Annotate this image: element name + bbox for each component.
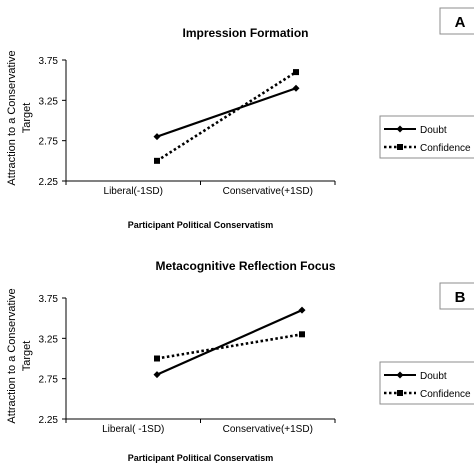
legend-marker-doubt [396, 125, 404, 133]
data-point-confidence [154, 157, 160, 164]
y-tick-label: 2.75 [39, 137, 59, 148]
y-tick-label: 2.25 [39, 177, 59, 188]
legend-marker-confidence [397, 390, 403, 396]
data-point-doubt [153, 133, 161, 141]
data-point-confidence [293, 69, 299, 76]
panel-letter-box [439, 282, 474, 310]
legend-label-doubt: Doubt [420, 125, 447, 136]
series-line-doubt [156, 87, 297, 138]
y-axis-label: Attraction to a Conservative [6, 288, 18, 423]
legend-label-doubt: Doubt [420, 371, 447, 382]
series-line-doubt [156, 309, 303, 376]
legend-box [379, 115, 474, 159]
y-axis-label: Target [21, 103, 33, 134]
panel-letter-box [439, 7, 474, 35]
legend-box [379, 361, 474, 405]
panel-letter: B [455, 289, 466, 306]
y-tick-label: 3.75 [39, 294, 59, 305]
panel-letter: A [455, 14, 466, 31]
legend-label-confidence: Confidence [420, 143, 471, 154]
x-axis-label: Participant Political Conservatism [128, 220, 274, 230]
y-tick-label: 3.25 [39, 334, 59, 345]
chart-title: Metacognitive Reflection Focus [155, 259, 335, 273]
y-tick-label: 2.25 [39, 415, 59, 426]
legend-marker-confidence [397, 144, 403, 150]
series-line-confidence [156, 71, 297, 162]
chart-panel-a: Impression Formation A Attraction to a Con… [6, 7, 474, 230]
y-tick-label: 2.75 [39, 375, 59, 386]
data-point-doubt [292, 84, 300, 92]
legend-label-confidence: Confidence [420, 389, 471, 400]
x-tick-label: Conservative(+1SD) [223, 424, 313, 435]
data-point-confidence [154, 355, 160, 362]
x-tick-label: Liberal( -1SD) [102, 424, 164, 435]
x-tick-label: Liberal(-1SD) [104, 186, 163, 197]
data-point-doubt [153, 371, 161, 379]
series-line-confidence [156, 333, 303, 360]
y-tick-label: 3.75 [39, 56, 59, 67]
data-point-doubt [298, 306, 306, 314]
y-axis-label: Target [21, 341, 33, 372]
y-tick-label: 3.25 [39, 96, 59, 107]
x-tick-label: Conservative(+1SD) [223, 186, 313, 197]
x-axis-label: Participant Political Conservatism [128, 453, 274, 463]
y-axis-label: Attraction to a Conservative [6, 50, 18, 185]
chart-panel-b: Metacognitive Reflection Focus B Attractio… [6, 259, 474, 463]
legend-marker-doubt [396, 371, 404, 379]
data-point-confidence [299, 331, 305, 338]
chart-title: Impression Formation [182, 26, 308, 40]
